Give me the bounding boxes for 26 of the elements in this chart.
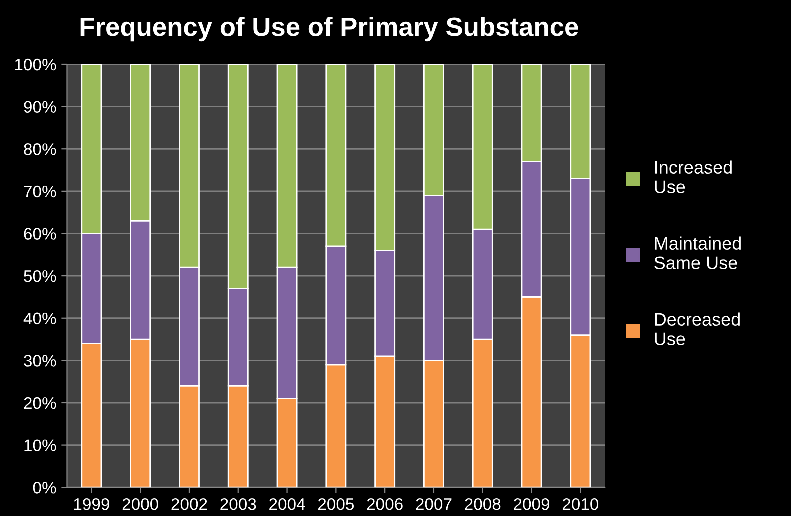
y-tick-label: 70% — [24, 186, 56, 198]
legend-label: Maintained Same Use — [654, 236, 741, 270]
x-tick-label: 2009 — [514, 498, 550, 510]
legend-label: Increased Use — [655, 160, 732, 194]
x-tick-label: 2006 — [367, 498, 403, 510]
x-tick-label: 1999 — [74, 498, 110, 510]
y-tick-label: 100% — [15, 58, 56, 71]
y-tick-label: 30% — [24, 355, 56, 367]
x-tick-label: 2000 — [122, 498, 158, 510]
y-tick-label: 10% — [24, 440, 56, 452]
x-tick-label: 2007 — [416, 498, 452, 510]
y-tick-label: 50% — [24, 270, 56, 282]
y-tick-label: 0% — [33, 482, 56, 494]
x-tick-label: 2010 — [562, 498, 599, 510]
x-tick-label: 2002 — [172, 498, 208, 510]
y-tick-label: 20% — [24, 397, 56, 410]
y-tick-label: 40% — [24, 312, 56, 325]
legend-label: Decreased Use — [655, 312, 740, 346]
x-tick-label: 2003 — [220, 498, 256, 510]
chart-title: Frequency of Use of Primary Substance — [80, 16, 578, 42]
x-tick-label: 2004 — [270, 498, 306, 510]
x-tick-label: 2005 — [318, 498, 354, 510]
y-tick-label: 80% — [24, 144, 56, 156]
y-tick-label: 60% — [24, 228, 56, 240]
x-tick-label: 2008 — [465, 498, 501, 510]
y-tick-label: 90% — [24, 101, 56, 114]
